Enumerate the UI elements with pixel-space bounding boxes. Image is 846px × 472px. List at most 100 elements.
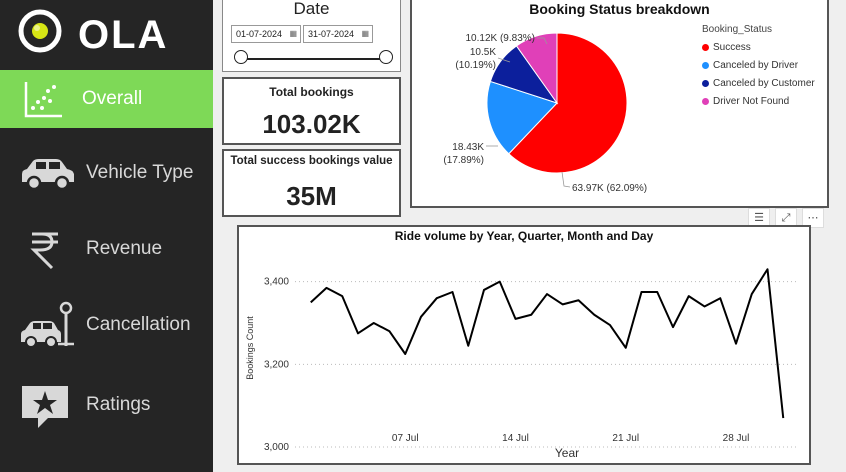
x-tick-label: 28 Jul [723,433,750,444]
data-point[interactable] [419,314,424,319]
x-tick-label: 14 Jul [502,433,529,444]
legend-dot [702,61,709,69]
data-point[interactable] [434,296,439,301]
end-date-handle[interactable] [379,50,393,64]
legend-label: Driver Not Found [713,96,790,107]
data-point[interactable] [324,285,329,290]
pie-slice-success[interactable] [508,32,628,174]
data-point[interactable] [560,302,565,307]
brand-name: OLA [78,13,169,57]
pie-chart-card: Booking Status breakdown 63.97K (62.09%)… [410,0,829,208]
scatter-chart-icon [24,82,62,118]
data-point[interactable] [576,298,581,303]
visual-header-toolbar: ☰ ⤢ ⋯ [746,206,828,230]
data-point[interactable] [639,290,644,295]
data-point[interactable] [340,294,345,299]
nav-item-ratings[interactable]: Ratings [0,376,213,434]
nav-item-revenue[interactable]: Revenue [0,220,213,278]
legend-item-success[interactable]: Success [702,42,751,53]
data-point[interactable] [450,290,455,295]
more-options-icon[interactable]: ⋯ [802,208,824,228]
kpi-label: Total bookings [269,85,354,99]
y-axis-label: Bookings Count [245,316,255,380]
data-point[interactable] [482,287,487,292]
data-point[interactable] [529,312,534,317]
nav-label: Cancellation [86,314,191,335]
pie-data-label: 10.5K [470,47,496,58]
data-point[interactable] [655,290,660,295]
pie-data-label: (10.19%) [455,60,496,71]
nav-label: Revenue [86,238,163,259]
line-chart-card: Ride volume by Year, Quarter, Month and … [237,225,811,465]
data-point[interactable] [765,267,770,272]
legend-dot [702,97,709,105]
rupee-icon [30,232,58,270]
x-axis-label: Year [555,446,579,460]
data-point[interactable] [592,312,597,317]
line-chart-title: Ride volume by Year, Quarter, Month and … [394,229,654,243]
data-point[interactable] [623,345,628,350]
data-point[interactable] [387,329,392,334]
pie-slice-driver-not-found[interactable] [515,32,558,105]
nav-item-overall[interactable]: Overall [0,70,213,128]
parking-car-icon [21,301,74,348]
data-point[interactable] [545,292,550,297]
legend-item-driver-not-found[interactable]: Driver Not Found [702,96,789,107]
star-comment-icon [22,386,68,428]
pie-data-label: 63.97K (62.09%) [572,183,647,194]
y-tick-label: 3,000 [264,442,289,453]
data-point[interactable] [308,300,313,305]
kpi-success-value: Total success bookings value 35M [222,149,401,217]
line-chart: 3,000 3,200 3,400 07 Jul 14 Jul 21 Jul 28 Jul Y… [245,267,799,460]
data-point[interactable] [702,304,707,309]
date-range-track[interactable] [241,58,386,60]
legend-label: Canceled by Customer [713,78,815,89]
data-point[interactable] [466,343,471,348]
kpi-label: Total success bookings value [230,155,393,167]
pie-leader-line [537,37,548,45]
date-slicer: Date 01-07-2024 ▦ 31-07-2024 ▦ [222,0,401,72]
data-point[interactable] [513,316,518,321]
sidebar: OLA Overall Vehicle Type Revenue [0,0,213,472]
y-tick-label: 3,400 [264,277,289,288]
legend-item-canceled-by-customer[interactable]: Canceled by Customer [702,78,815,89]
data-point[interactable] [686,294,691,299]
kpi-value: 35M [286,181,337,211]
pie-data-label: 18.43K [452,142,484,153]
data-point[interactable] [497,279,502,284]
pie-chart: 63.97K (62.09%) 18.43K (17.89%) 10.5K (10.19… [443,32,647,194]
data-point[interactable] [781,416,786,421]
data-point[interactable] [734,341,739,346]
ola-logo-icon [18,9,62,53]
pie-data-label: (17.89%) [443,155,484,166]
pie-leader-line [497,57,511,63]
car-icon [22,159,74,191]
data-point[interactable] [671,325,676,330]
start-date-handle[interactable] [234,50,248,64]
nav-item-cancellation[interactable]: Cancellation [0,296,213,354]
calendar-icon[interactable]: ▦ [361,29,369,38]
start-date-value: 01-07-2024 [236,29,283,39]
pie-slice-canceled-by-driver[interactable] [486,80,558,155]
data-point[interactable] [356,331,361,336]
pie-leader-line [561,171,571,188]
x-tick-label: 21 Jul [612,433,639,444]
series-line[interactable] [310,268,785,419]
nav-item-vehicle-type[interactable]: Vehicle Type [0,144,213,202]
data-point[interactable] [718,296,723,301]
nav-label: Ratings [86,394,151,415]
nav-label: Vehicle Type [86,162,194,183]
pie-data-label: 10.12K (9.83%) [466,33,536,44]
legend-label: Success [713,42,751,53]
end-date-input[interactable]: 31-07-2024 ▦ [303,25,373,43]
kpi-total-bookings: Total bookings 103.02K [222,77,401,145]
data-point[interactable] [371,321,376,326]
legend-title: Booking_Status [702,24,773,35]
data-point[interactable] [608,323,613,328]
data-point[interactable] [749,292,754,297]
legend-item-canceled-by-driver[interactable]: Canceled by Driver [702,60,798,71]
x-tick-label: 07 Jul [392,433,419,444]
calendar-icon[interactable]: ▦ [289,29,297,38]
start-date-input[interactable]: 01-07-2024 ▦ [231,25,301,43]
data-point[interactable] [403,352,408,357]
